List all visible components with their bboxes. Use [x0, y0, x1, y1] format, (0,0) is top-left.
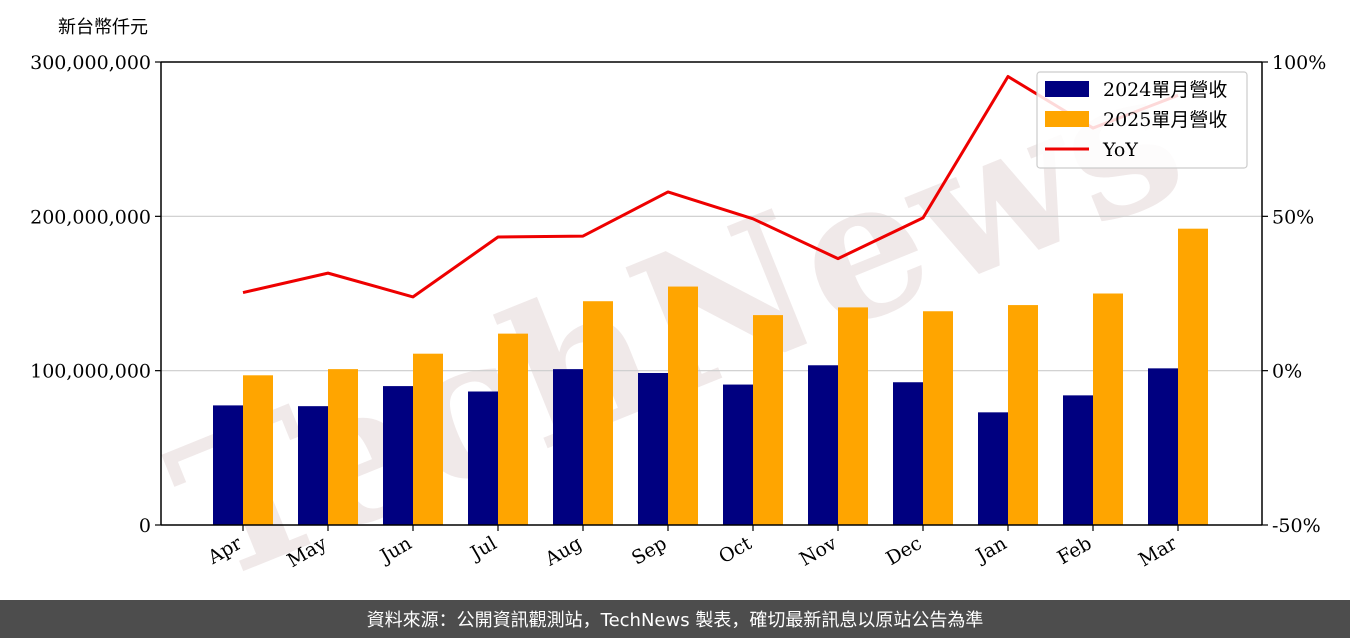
bar-2024-nov — [808, 365, 838, 525]
y-tick-label: 200,000,000 — [30, 206, 151, 228]
x-tick-label: Nov — [796, 532, 841, 571]
legend-swatch-1 — [1045, 111, 1089, 127]
y-axis-unit-label: 新台幣仟元 — [58, 17, 148, 38]
y-tick-label: 100,000,000 — [30, 361, 151, 383]
bar-series — [213, 228, 1208, 525]
x-tick-label: Jul — [465, 532, 500, 565]
bar-2025-jan — [1008, 305, 1038, 525]
legend-label: YoY — [1102, 139, 1138, 161]
bar-2025-sep — [668, 286, 698, 525]
yoy-line-series — [242, 75, 1179, 299]
bar-2025-jul — [498, 333, 528, 525]
bar-2024-jun — [383, 386, 413, 525]
y2-tick-label: 50% — [1272, 206, 1314, 228]
footer-text: 資料來源：公開資訊觀測站，TechNews 製表，確切最新訊息以原站公告為準 — [366, 610, 984, 631]
bar-2024-sep — [638, 372, 668, 525]
chart-svg: TechNews 0100,000,000200,000,000300,000,… — [30, 17, 1326, 626]
y2-tick-label: -50% — [1272, 515, 1321, 537]
bar-2025-feb — [1093, 293, 1123, 525]
bar-2024-jan — [978, 412, 1008, 525]
x-tick-label: Sep — [628, 532, 671, 569]
y-tick-label: 300,000,000 — [30, 52, 151, 74]
bar-2025-aug — [583, 301, 613, 525]
bar-2024-dec — [893, 382, 923, 525]
bar-2025-jun — [413, 353, 443, 525]
legend-box — [1036, 71, 1248, 169]
bar-2024-oct — [723, 384, 753, 525]
y2-tick-label: 0% — [1272, 361, 1302, 383]
x-tick-label: Dec — [882, 532, 925, 570]
y-tick-label: 0 — [139, 515, 151, 537]
yoy-line — [242, 75, 1179, 299]
bar-2024-aug — [553, 369, 583, 525]
x-tick-label: Feb — [1054, 532, 1096, 569]
bar-2025-apr — [243, 375, 273, 525]
bar-2024-apr — [213, 405, 243, 525]
bar-2024-may — [298, 406, 328, 525]
legend-swatch-0 — [1045, 81, 1089, 97]
bar-2025-mar — [1178, 228, 1208, 525]
y2-tick-label: 100% — [1272, 52, 1326, 74]
source-footer: 資料來源：公開資訊觀測站，TechNews 製表，確切最新訊息以原站公告為準 — [0, 600, 1350, 638]
bar-2025-may — [328, 369, 358, 525]
bar-2025-oct — [753, 315, 783, 525]
bar-2025-dec — [923, 311, 953, 525]
x-tick-label: Aug — [541, 532, 586, 571]
x-tick-label: Oct — [715, 532, 756, 568]
bar-2025-nov — [838, 307, 868, 525]
bar-2024-jul — [468, 391, 498, 525]
bar-2024-feb — [1063, 395, 1093, 525]
x-tick-label: Jan — [971, 532, 1011, 568]
x-tick-label: Mar — [1135, 532, 1181, 571]
bar-2024-mar — [1148, 368, 1178, 525]
legend: 2024單月營收 2025單月營收 YoY — [1036, 71, 1248, 169]
legend-label: 2025單月營收 — [1103, 109, 1227, 131]
chart-area: TechNews 0 100,000,000 200,000,000 300,000,… — [30, 17, 1326, 626]
legend-label: 2024單月營收 — [1103, 79, 1227, 101]
